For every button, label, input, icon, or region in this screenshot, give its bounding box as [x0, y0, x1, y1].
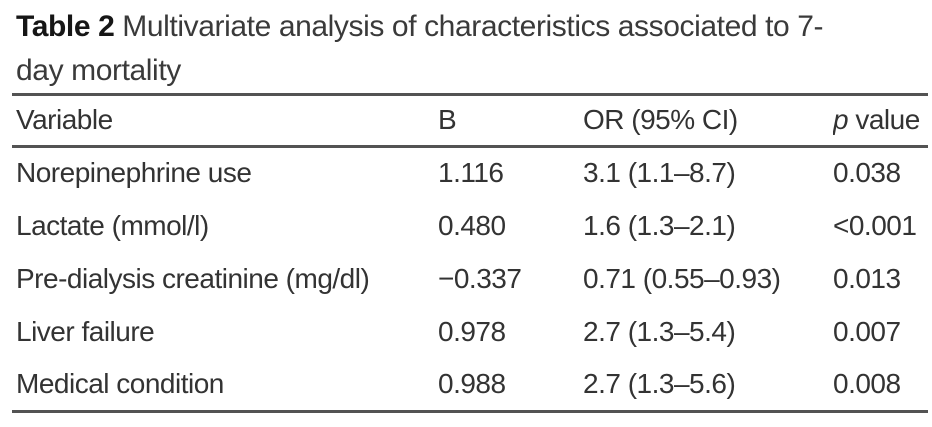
cell-b: 0.480: [438, 209, 506, 241]
table-content: Table 2 Multivariate analysis of charact…: [12, 0, 928, 413]
cell-p: 0.013: [833, 262, 901, 294]
header-cell-b: B: [438, 104, 457, 136]
multivariate-analysis-table: Variable B OR (95% CI) p value Norepinep…: [12, 96, 928, 413]
table-title: Table 2 Multivariate analysis of charact…: [12, 0, 928, 93]
cell-variable: Medical condition: [16, 367, 224, 399]
cell-or: 3.1 (1.1–8.7): [583, 157, 736, 189]
table-row: Norepinephrine use 1.116 3.1 (1.1–8.7) 0…: [12, 146, 928, 199]
cell-or: 0.71 (0.55–0.93): [583, 262, 781, 294]
table-title-line2: day mortality: [16, 54, 181, 87]
cell-b: 0.978: [438, 315, 506, 347]
table-row: Lactate (mmol/l) 0.480 1.6 (1.3–2.1) <0.…: [12, 199, 928, 252]
cell-variable: Liver failure: [16, 315, 155, 347]
table-title-line1: Multivariate analysis of characteristics…: [114, 10, 824, 43]
cell-or: 1.6 (1.3–2.1): [583, 209, 736, 241]
table-number-label: Table 2: [16, 10, 115, 43]
table-row: Medical condition 0.988 2.7 (1.3–5.6) 0.…: [12, 358, 928, 411]
header-cell-or: OR (95% CI): [583, 104, 738, 136]
cell-b: −0.337: [438, 262, 522, 294]
cell-variable: Norepinephrine use: [16, 157, 252, 189]
p-italic-label: p: [833, 104, 849, 136]
header-cell-variable: Variable: [16, 104, 113, 136]
header-cell-p-value: p value: [833, 96, 928, 146]
cell-variable: Pre-dialysis creatinine (mg/dl): [16, 262, 370, 294]
cell-p: 0.008: [833, 367, 901, 399]
cell-p: 0.038: [833, 157, 901, 189]
cell-or: 2.7 (1.3–5.6): [583, 367, 736, 399]
cell-p: <0.001: [833, 209, 917, 241]
cell-p: 0.007: [833, 315, 901, 347]
p-value-label: value: [848, 104, 920, 136]
cell-variable: Lactate (mmol/l): [16, 209, 209, 241]
table-body: Norepinephrine use 1.116 3.1 (1.1–8.7) 0…: [12, 146, 928, 411]
table-header: Variable B OR (95% CI) p value: [12, 96, 928, 146]
table-row: Pre-dialysis creatinine (mg/dl) −0.337 0…: [12, 252, 928, 305]
cell-b: 0.988: [438, 367, 506, 399]
table-row: Liver failure 0.978 2.7 (1.3–5.4) 0.007: [12, 305, 928, 358]
cell-b: 1.116: [438, 157, 504, 189]
title-rule-divider: [12, 93, 928, 96]
header-row: Variable B OR (95% CI) p value: [12, 96, 928, 146]
cell-or: 2.7 (1.3–5.4): [583, 315, 736, 347]
